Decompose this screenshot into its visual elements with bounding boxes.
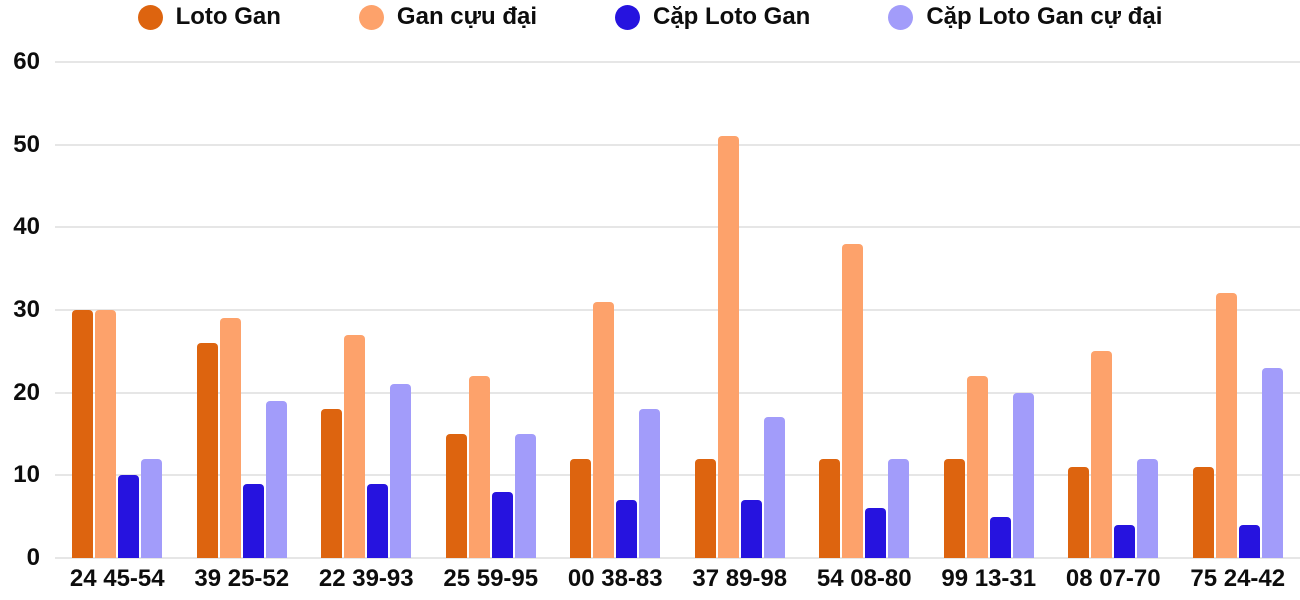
x-axis-category-label: 25 59-95	[443, 565, 539, 592]
bar-gan-cựu-đại-39-25-52	[219, 318, 241, 558]
bar-cặp-loto-gan-cự-đại-00-38-83	[639, 409, 661, 558]
gridline-y30	[55, 309, 1300, 311]
bar-cặp-loto-gan-37-89-98	[740, 500, 762, 558]
bar-gan-cựu-đại-08-07-70	[1091, 351, 1113, 558]
x-axis-category-label: 00 38-83	[567, 565, 663, 592]
bar-loto-gan-25-59-95	[445, 434, 467, 558]
legend-item-3[interactable]: Cặp Loto Gan	[615, 3, 810, 31]
bar-gan-cựu-đại-24-45-54	[95, 310, 117, 558]
bar-cặp-loto-gan-cự-đại-22-39-93	[390, 384, 412, 558]
legend-label: Cặp Loto Gan cự đại	[926, 3, 1163, 30]
x-axis-category-label: 99 13-31	[941, 565, 1037, 592]
bar-cặp-loto-gan-24-45-54	[118, 475, 140, 558]
y-axis-tick-label: 10	[13, 461, 40, 489]
legend-label: Cặp Loto Gan	[653, 3, 811, 30]
y-axis-tick-label: 40	[13, 213, 40, 241]
legend-item-4[interactable]: Cặp Loto Gan cự đại	[888, 3, 1162, 31]
bar-gan-cựu-đại-54-08-80	[842, 243, 864, 558]
bar-gan-cựu-đại-99-13-31	[966, 376, 988, 558]
legend-dot-icon	[888, 4, 914, 30]
bar-gan-cựu-đại-37-89-98	[717, 136, 739, 558]
gridline-y40	[55, 226, 1300, 229]
bar-gan-cựu-đại-22-39-93	[344, 334, 366, 558]
y-axis-tick-label: 20	[13, 378, 40, 406]
bar-cặp-loto-gan-22-39-93	[367, 483, 389, 558]
bar-cặp-loto-gan-99-13-31	[989, 516, 1011, 558]
bar-gan-cựu-đại-75-24-42	[1215, 293, 1237, 558]
x-axis-category-label: 39 25-52	[194, 565, 290, 592]
bar-gan-cựu-đại-25-59-95	[468, 376, 490, 558]
legend-dot-icon	[137, 4, 163, 30]
bar-cặp-loto-gan-75-24-42	[1238, 524, 1260, 558]
x-axis-category-label: 22 39-93	[318, 565, 414, 592]
bar-cặp-loto-gan-00-38-83	[616, 500, 638, 558]
legend-item-2[interactable]: Gan cựu đại	[358, 3, 537, 31]
bar-cặp-loto-gan-54-08-80	[865, 508, 887, 558]
y-axis-tick-label: 50	[13, 130, 40, 158]
bar-loto-gan-08-07-70	[1068, 467, 1090, 558]
bar-cặp-loto-gan-cự-đại-25-59-95	[514, 434, 536, 558]
bar-gan-cựu-đại-00-38-83	[593, 301, 615, 558]
x-axis-category-label: 08 07-70	[1065, 565, 1161, 592]
bar-loto-gan-54-08-80	[819, 458, 841, 558]
bar-cặp-loto-gan-08-07-70	[1114, 524, 1136, 558]
bar-cặp-loto-gan-cự-đại-08-07-70	[1137, 458, 1159, 558]
bar-cặp-loto-gan-cự-đại-24-45-54	[141, 458, 163, 558]
legend-dot-icon	[615, 4, 640, 30]
x-axis-category-label: 24 45-54	[69, 565, 165, 592]
bar-loto-gan-00-38-83	[570, 458, 592, 558]
gridline-y10	[55, 474, 1300, 477]
bar-cặp-loto-gan-cự-đại-99-13-31	[1012, 392, 1034, 558]
legend-dot-icon	[358, 4, 384, 30]
bar-cặp-loto-gan-cự-đại-54-08-80	[888, 458, 910, 558]
bar-cặp-loto-gan-cự-đại-37-89-98	[763, 417, 785, 558]
y-axis-tick-label: 60	[13, 48, 40, 75]
x-axis-category-label: 54 08-80	[816, 565, 912, 592]
legend-label: Loto Gan	[175, 3, 281, 30]
gridline-y0	[55, 557, 1300, 559]
bar-loto-gan-75-24-42	[1192, 467, 1214, 558]
legend-item-1[interactable]: Loto Gan	[137, 3, 281, 31]
bar-loto-gan-99-13-31	[943, 458, 965, 558]
x-axis-category-label: 75 24-42	[1190, 565, 1286, 592]
gridline-y60	[55, 61, 1300, 63]
bar-cặp-loto-gan-cự-đại-39-25-52	[265, 400, 287, 558]
chart-legend: Loto Gan Gan cựu đại Cặp Loto Gan Cặp Loto …	[0, 0, 1300, 34]
bar-cặp-loto-gan-cự-đại-75-24-42	[1261, 367, 1283, 558]
bar-loto-gan-22-39-93	[321, 409, 343, 558]
x-axis-category-label: 37 89-98	[692, 565, 788, 592]
legend-label: Gan cựu đại	[396, 3, 537, 30]
bar-loto-gan-24-45-54	[72, 310, 94, 558]
y-axis-tick-label: 30	[13, 296, 40, 323]
gridline-y20	[55, 391, 1300, 394]
bar-loto-gan-39-25-52	[196, 343, 218, 558]
gridline-y50	[55, 143, 1300, 146]
bar-cặp-loto-gan-25-59-95	[491, 491, 513, 558]
bar-loto-gan-37-89-98	[694, 458, 716, 558]
bar-cặp-loto-gan-39-25-52	[242, 483, 264, 558]
y-axis-tick-label: 0	[26, 544, 40, 571]
